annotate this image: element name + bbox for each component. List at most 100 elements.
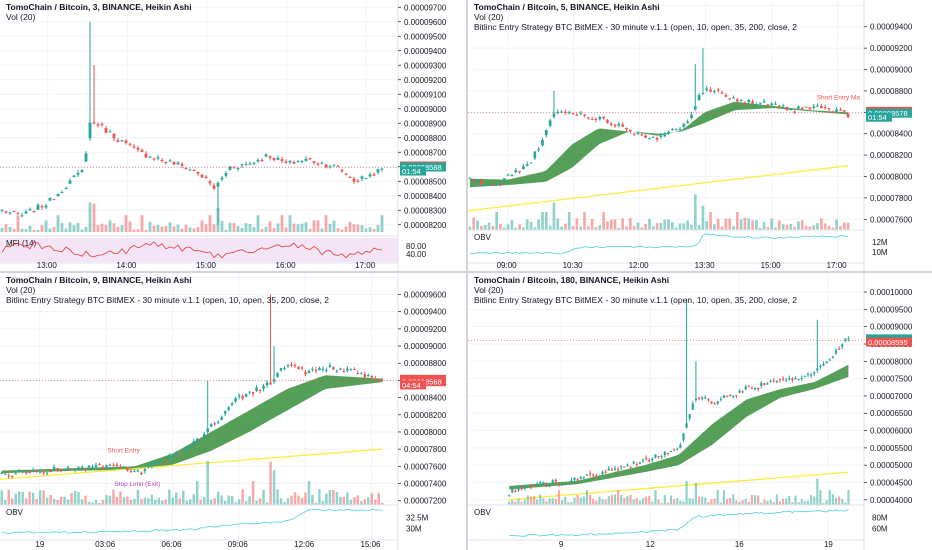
time-tick-label: 06:06 xyxy=(161,540,182,549)
candle xyxy=(192,438,195,446)
indicator-title-vol[interactable]: Vol (20) xyxy=(474,285,504,295)
volume-bar xyxy=(747,218,751,230)
symbol-title[interactable]: TomoChain / Bitcoin, 5, BINANCE, Heikin … xyxy=(474,2,660,12)
volume-bar xyxy=(318,489,321,505)
volume-bar xyxy=(526,495,529,505)
volume-bar xyxy=(476,220,479,230)
volume-bar xyxy=(598,225,602,230)
candle xyxy=(204,175,208,179)
volume-bar xyxy=(262,489,265,505)
mfi-line xyxy=(1,241,383,259)
indicator-title-vol[interactable]: Vol (20) xyxy=(474,12,504,22)
price-tick-label: 0.00008000 xyxy=(870,173,913,182)
candle xyxy=(579,111,583,116)
time-axis[interactable]: 09:00 10:30 12:00 13:30 15:00 17:00 xyxy=(468,261,864,270)
candle xyxy=(629,466,632,469)
candle xyxy=(24,209,28,214)
volume-bar xyxy=(256,215,260,232)
volume-bar xyxy=(292,223,296,232)
volume-bar xyxy=(709,212,712,230)
time-axis[interactable]: 19 03:06 06:06 09:06 12:06 15:06 xyxy=(0,539,398,549)
symbol-title[interactable]: TomoChain / Bitcoin, 3, BINANCE, Heikin … xyxy=(6,2,192,12)
volume-bar xyxy=(585,490,589,505)
volume-bar xyxy=(808,226,812,230)
chart-panel-bottom-right[interactable]: TomoChain / Bitcoin, 180, BINANCE, Heiki… xyxy=(468,273,932,550)
indicator-label[interactable]: OBV xyxy=(474,233,492,242)
candle xyxy=(380,167,384,172)
volume-bar xyxy=(296,224,300,232)
chart-canvas[interactable]: OBV 0.00010000 0.00009500 0.00009000 0.00008… xyxy=(468,273,932,550)
candle xyxy=(268,155,272,161)
volume-bar xyxy=(758,227,762,230)
candle xyxy=(216,181,220,225)
volume-bar xyxy=(532,496,536,505)
candle xyxy=(140,148,144,153)
candle xyxy=(318,366,321,371)
candle xyxy=(115,462,119,467)
symbol-title[interactable]: TomoChain / Bitcoin, 9, BINANCE, Heikin … xyxy=(6,275,192,285)
chart-canvas[interactable]: Short Entry Stop Limit (Exit) OBV 0.0000960… xyxy=(0,273,466,550)
volume-bar xyxy=(213,498,216,505)
panel-divider-horizontal[interactable] xyxy=(0,271,932,273)
indicator-label[interactable]: MFI (14) xyxy=(6,239,37,248)
indicator-title-strategy[interactable]: Bitlinc Entry Strategy BTC BitMEX - 30 m… xyxy=(474,295,798,305)
candle xyxy=(73,468,77,473)
volume-bar xyxy=(140,215,144,232)
chart-canvas[interactable]: Short Entry MaOBV0.000094000.000092000.0… xyxy=(468,0,932,271)
volume-bar xyxy=(196,227,200,232)
volume-bar xyxy=(171,497,175,505)
indicator-title-strategy[interactable]: Bitlinc Entry Strategy BTC BitMEX - 30 m… xyxy=(6,295,330,305)
candle xyxy=(813,371,816,376)
candle xyxy=(76,170,80,177)
indicator-label[interactable]: OBV xyxy=(6,508,24,517)
volume-bar xyxy=(14,493,17,505)
volume-bar xyxy=(544,212,548,230)
volume-bar xyxy=(332,490,335,505)
volume-bar xyxy=(248,223,252,232)
price-axis[interactable]: 0.00009600 0.00009400 0.00009200 0.00009000… xyxy=(397,273,466,550)
candle xyxy=(52,198,56,201)
candle xyxy=(206,380,209,435)
candle xyxy=(136,145,140,152)
candle xyxy=(172,161,176,166)
candle xyxy=(196,171,200,176)
candle xyxy=(594,117,598,123)
candle xyxy=(339,367,342,371)
time-axis[interactable]: 9 12 16 19 xyxy=(468,539,864,549)
indicator-title-vol[interactable]: Vol (20) xyxy=(6,285,36,295)
volume-bar xyxy=(251,481,255,505)
price-axis[interactable]: 0.00009700 0.00009600 0.00009500 0.00009400… xyxy=(397,0,466,271)
volume-bar xyxy=(713,498,716,505)
symbol-title[interactable]: TomoChain / Bitcoin, 180, BINANCE, Heiki… xyxy=(474,275,670,285)
candle xyxy=(224,171,228,178)
candle xyxy=(189,445,192,449)
volume-bar xyxy=(660,502,663,505)
candles xyxy=(468,48,850,187)
volume-bar xyxy=(629,494,632,505)
volume-bar xyxy=(735,212,739,230)
volume-bar xyxy=(739,219,743,230)
panel-divider-vertical[interactable] xyxy=(466,0,468,550)
chart-panel-bottom-left[interactable]: TomoChain / Bitcoin, 9, BINANCE, Heikin … xyxy=(0,273,466,550)
volume-bar xyxy=(560,226,563,230)
indicator-title-strategy[interactable]: Bitlinc Entry Strategy BTC BitMEX - 30 m… xyxy=(474,22,798,32)
candle xyxy=(791,377,794,383)
indicator-label[interactable]: OBV xyxy=(474,508,492,517)
candle xyxy=(8,211,12,215)
volume-bar xyxy=(272,227,276,232)
candle xyxy=(598,115,602,121)
chart-panel-top-right[interactable]: TomoChain / Bitcoin, 5, BINANCE, Heikin … xyxy=(468,0,932,271)
volume-bar xyxy=(161,500,164,505)
chart-canvas[interactable]: MFI (14) 0.000097000.000096000.000095000.… xyxy=(0,0,466,271)
price-axis[interactable]: 0.000100000.000095000.000090000.00008500… xyxy=(863,273,932,550)
price-axis[interactable]: 0.00009400 0.00009200 0.00009000 0.00008800… xyxy=(863,0,932,271)
volume-bar xyxy=(564,496,567,505)
candle xyxy=(648,137,651,140)
indicator-title-vol[interactable]: Vol (20) xyxy=(6,12,36,22)
candle xyxy=(216,420,220,424)
candle xyxy=(808,107,812,111)
chart-panel-top-left[interactable]: TomoChain / Bitcoin, 3, BINANCE, Heikin … xyxy=(0,0,466,271)
time-axis[interactable]: 13:00 14:00 15:00 16:00 17:00 xyxy=(0,261,398,270)
candle xyxy=(94,462,98,468)
candle xyxy=(316,162,320,167)
